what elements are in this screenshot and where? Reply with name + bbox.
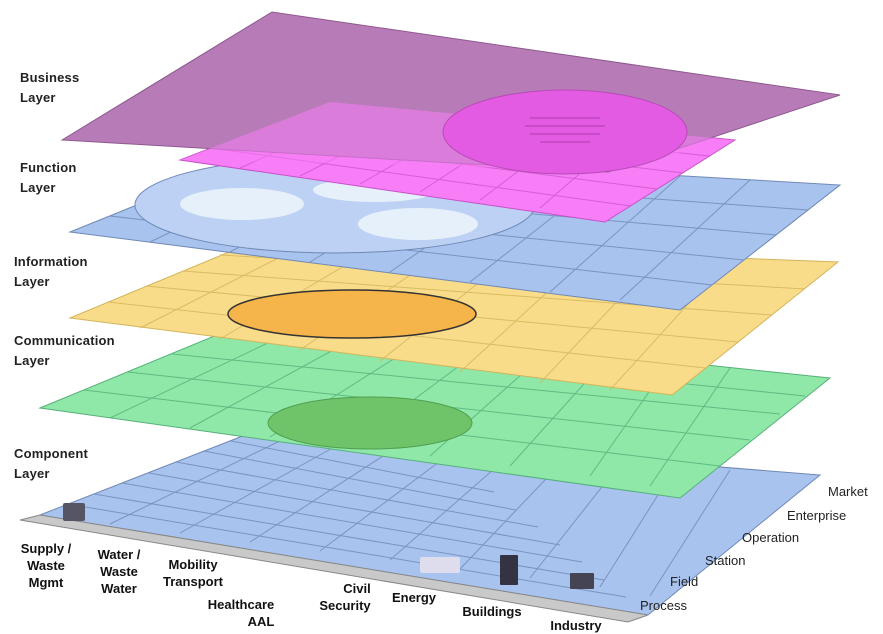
layer-label-line: Layer bbox=[14, 466, 50, 481]
domain-label-line: Healthcare bbox=[207, 597, 275, 612]
business-ellipse-texture bbox=[525, 117, 605, 143]
domain-label-line: Water / bbox=[97, 547, 141, 562]
domain-label-supply: Supply / Waste Mgmt bbox=[6, 540, 86, 591]
layer-label-line: Layer bbox=[20, 90, 56, 105]
layer-label-line: Layer bbox=[14, 353, 50, 368]
zone-label-station: Station bbox=[705, 553, 746, 568]
layer-label-line: Communication bbox=[14, 333, 115, 348]
layer-label-line: Information bbox=[14, 254, 88, 269]
zone-label-process: Process bbox=[640, 598, 687, 613]
server-icon bbox=[63, 503, 85, 521]
layer-label-function: Function Layer bbox=[20, 158, 76, 198]
component-layer-ellipse bbox=[267, 396, 473, 450]
domain-label-energy: Energy bbox=[384, 589, 444, 606]
domain-label-line: Water bbox=[101, 581, 137, 596]
zone-label-operation: Operation bbox=[742, 530, 800, 545]
information-layer-blob-right bbox=[358, 208, 478, 240]
domain-label-line: Security bbox=[319, 598, 371, 613]
information-layer-blob-left bbox=[180, 188, 304, 220]
domain-label-line: Waste bbox=[27, 558, 65, 573]
layer-label-information: Information Layer bbox=[14, 252, 88, 292]
domain-label-water: Water / Waste Water bbox=[84, 546, 154, 597]
base-plane-grid bbox=[66, 435, 731, 598]
building-icon bbox=[500, 555, 518, 585]
domain-label-line: Buildings bbox=[462, 604, 522, 619]
layer-label-business: Business Layer bbox=[20, 68, 79, 108]
domain-label-line: AAL bbox=[247, 614, 275, 629]
layer-label-communication: Communication Layer bbox=[14, 331, 115, 371]
factory-icon bbox=[570, 573, 594, 589]
layer-label-component: Component Layer bbox=[14, 444, 88, 484]
domain-label-line: Transport bbox=[163, 574, 223, 589]
zone-label-enterprise: Enterprise bbox=[787, 508, 847, 523]
domain-label-line: Waste bbox=[100, 564, 138, 579]
domain-label-line: Civil bbox=[343, 581, 371, 596]
layer-label-line: Business bbox=[20, 70, 80, 85]
domain-label-line: Supply / bbox=[20, 541, 72, 556]
layer-label-line: Layer bbox=[20, 180, 56, 195]
domain-label-buildings: Buildings bbox=[452, 603, 532, 620]
domain-label-line: Mobility bbox=[168, 557, 218, 572]
domain-label-healthcare: Healthcare AAL bbox=[196, 596, 286, 630]
business-layer-plane bbox=[60, 11, 841, 175]
layer-label-line: Function bbox=[20, 160, 77, 175]
zone-label-field: Field bbox=[670, 574, 699, 589]
domain-label-industry: Industry bbox=[536, 617, 616, 634]
layer-label-line: Layer bbox=[14, 274, 50, 289]
domain-strip bbox=[19, 514, 649, 623]
domain-label-mobility: Mobility Transport bbox=[148, 556, 238, 590]
domain-label-line: Energy bbox=[391, 590, 437, 605]
zone-label-market: Market bbox=[828, 484, 868, 499]
domain-label-line: Mgmt bbox=[28, 575, 64, 590]
domain-label-line: Industry bbox=[550, 618, 602, 633]
communication-layer-ellipse bbox=[227, 289, 477, 339]
business-layer-ellipse bbox=[442, 89, 688, 175]
domain-label-civil: Civil Security bbox=[300, 580, 390, 614]
layer-label-line: Component bbox=[14, 446, 89, 461]
wind-turbine-icon bbox=[420, 557, 460, 573]
